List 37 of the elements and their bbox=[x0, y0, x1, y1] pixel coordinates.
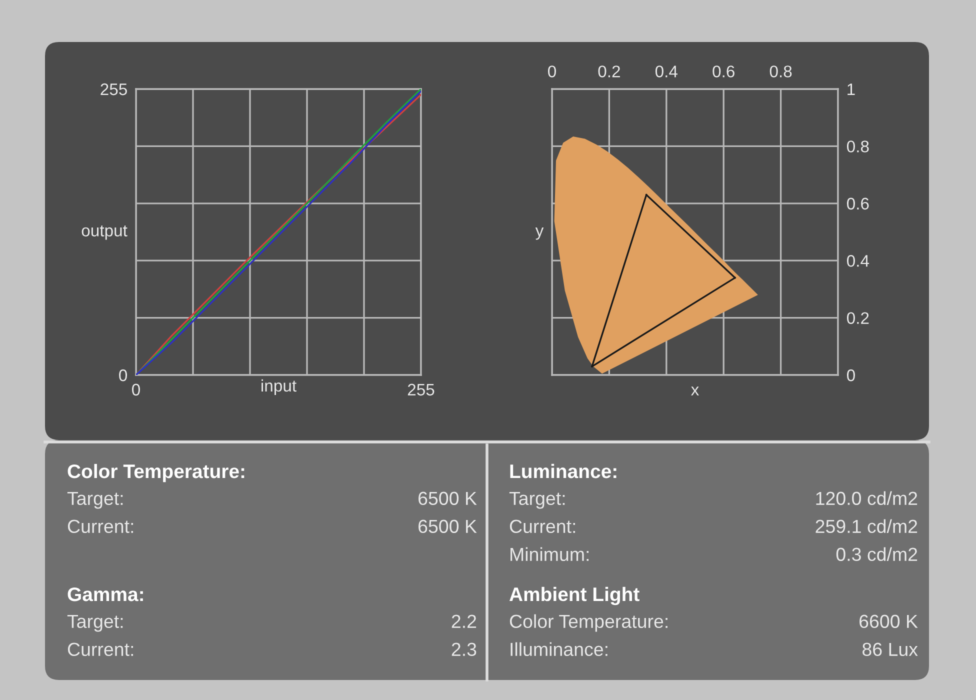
x-axis-title: x bbox=[691, 386, 699, 396]
x-tick-label: 0.4 bbox=[655, 66, 678, 78]
text: 120.0 cd/m2 bbox=[816, 491, 918, 506]
text: Target: bbox=[67, 614, 123, 632]
text: Illuminance: bbox=[510, 642, 608, 656]
text: Color Temperature: bbox=[510, 614, 668, 632]
x-tick-label: 0.8 bbox=[770, 66, 792, 78]
text: Ambient Light bbox=[509, 586, 640, 606]
y-tick-label: 0.8 bbox=[846, 140, 869, 152]
y-axis-title: output bbox=[82, 226, 128, 240]
text: 6500 K bbox=[418, 520, 477, 534]
text: Target: bbox=[67, 492, 123, 509]
text: 0.3 cd/m2 bbox=[836, 547, 918, 562]
text: Current: bbox=[510, 520, 576, 534]
text: Current: bbox=[68, 520, 134, 534]
text: 6500 K bbox=[418, 492, 477, 506]
x-tick-label: 0 bbox=[548, 66, 556, 78]
text: 259.1 cd/m2 bbox=[816, 519, 918, 534]
y-tick-label: 0.2 bbox=[846, 312, 869, 324]
text: 86 Lux bbox=[862, 642, 918, 656]
y-axis-title: y bbox=[535, 228, 544, 240]
text: Minimum: bbox=[510, 547, 589, 562]
y-tick-label: 1 bbox=[848, 84, 855, 96]
x-axis-title: input bbox=[262, 379, 296, 395]
text: Color Temperature: bbox=[68, 464, 244, 482]
y-tick-label: 0.4 bbox=[846, 255, 870, 267]
text: 2.3 bbox=[452, 642, 476, 656]
x-tick-label: 0.2 bbox=[598, 66, 620, 78]
x-tick-label: 0.6 bbox=[712, 66, 734, 78]
text: Target: bbox=[509, 492, 565, 509]
text: 2.2 bbox=[452, 614, 476, 628]
text: Gamma: bbox=[68, 587, 143, 602]
text: 6600 K bbox=[860, 614, 918, 628]
text: Luminance: bbox=[510, 464, 616, 478]
y-tick-label: 0.6 bbox=[846, 198, 869, 210]
text: Current: bbox=[68, 642, 134, 656]
y-tick-label: 0 bbox=[846, 369, 855, 382]
